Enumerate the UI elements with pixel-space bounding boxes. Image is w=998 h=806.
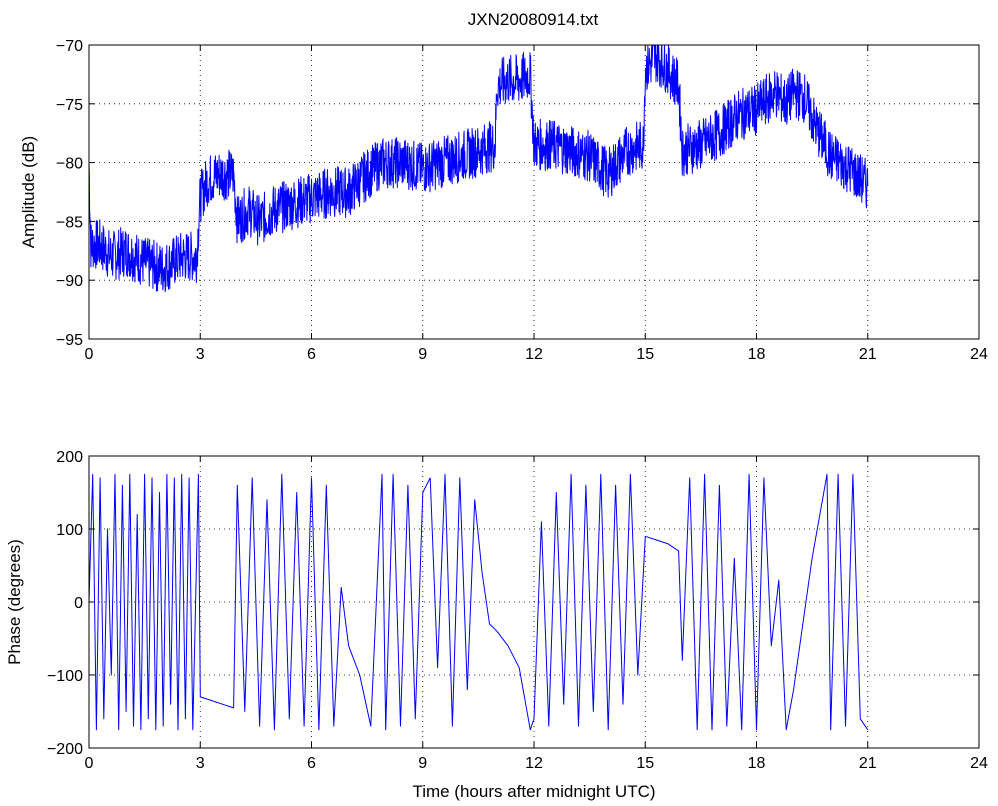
amplitude-ytick-label-5: −70 bbox=[56, 38, 83, 55]
phase-xtick-label-4: 12 bbox=[525, 755, 543, 772]
amplitude-xtick-label-2: 6 bbox=[307, 346, 316, 363]
amplitude-ytick-label-1: −90 bbox=[56, 273, 83, 290]
phase-xtick-label-6: 18 bbox=[748, 755, 766, 772]
amplitude-ytick-label-3: −80 bbox=[56, 156, 83, 173]
phase-ytick-label-0: −200 bbox=[47, 741, 83, 758]
phase-xtick-label-2: 6 bbox=[307, 755, 316, 772]
amplitude-xtick-label-4: 12 bbox=[525, 346, 543, 363]
phase-ytick-label-3: 100 bbox=[56, 522, 83, 539]
phase-ytick-label-4: 200 bbox=[56, 449, 83, 466]
amplitude-xtick-label-1: 3 bbox=[196, 346, 205, 363]
amplitude-series-line bbox=[88, 44, 869, 293]
amplitude-ytick-label-4: −75 bbox=[56, 97, 83, 114]
phase-x-axis-title: Time (hours after midnight UTC) bbox=[412, 782, 655, 801]
phase-xtick-label-1: 3 bbox=[196, 755, 205, 772]
amplitude-xtick-label-3: 9 bbox=[418, 346, 427, 363]
amplitude-xtick-label-7: 21 bbox=[859, 346, 877, 363]
phase-xtick-label-3: 9 bbox=[418, 755, 427, 772]
phase-series-line bbox=[88, 473, 869, 731]
phase-panel: 0 3 6 9 12 15 18 21 24 −200 −100 0 100 200 Phase (degr… bbox=[5, 449, 988, 801]
phase-xtick-label-7: 21 bbox=[859, 755, 877, 772]
amplitude-ytick-label-0: −95 bbox=[56, 332, 83, 349]
amplitude-xtick-label-8: 24 bbox=[970, 346, 988, 363]
phase-y-axis-title: Phase (degrees) bbox=[5, 539, 24, 665]
phase-xtick-label-0: 0 bbox=[85, 755, 94, 772]
amplitude-ytick-label-2: −85 bbox=[56, 214, 83, 231]
phase-xtick-label-5: 15 bbox=[636, 755, 654, 772]
amplitude-xtick-label-5: 15 bbox=[636, 346, 654, 363]
amplitude-panel: 0 3 6 9 12 15 18 21 24 −95 −90 −85 −80 −75 −70 Amplitud… bbox=[19, 38, 988, 363]
amplitude-y-axis-title: Amplitude (dB) bbox=[19, 136, 38, 248]
amplitude-xtick-label-0: 0 bbox=[85, 346, 94, 363]
phase-ytick-label-2: 0 bbox=[74, 595, 83, 612]
plot-title: JXN20080914.txt bbox=[468, 10, 599, 29]
amplitude-xtick-label-6: 18 bbox=[748, 346, 766, 363]
phase-xtick-label-8: 24 bbox=[970, 755, 988, 772]
phase-ytick-label-1: −100 bbox=[47, 668, 83, 685]
